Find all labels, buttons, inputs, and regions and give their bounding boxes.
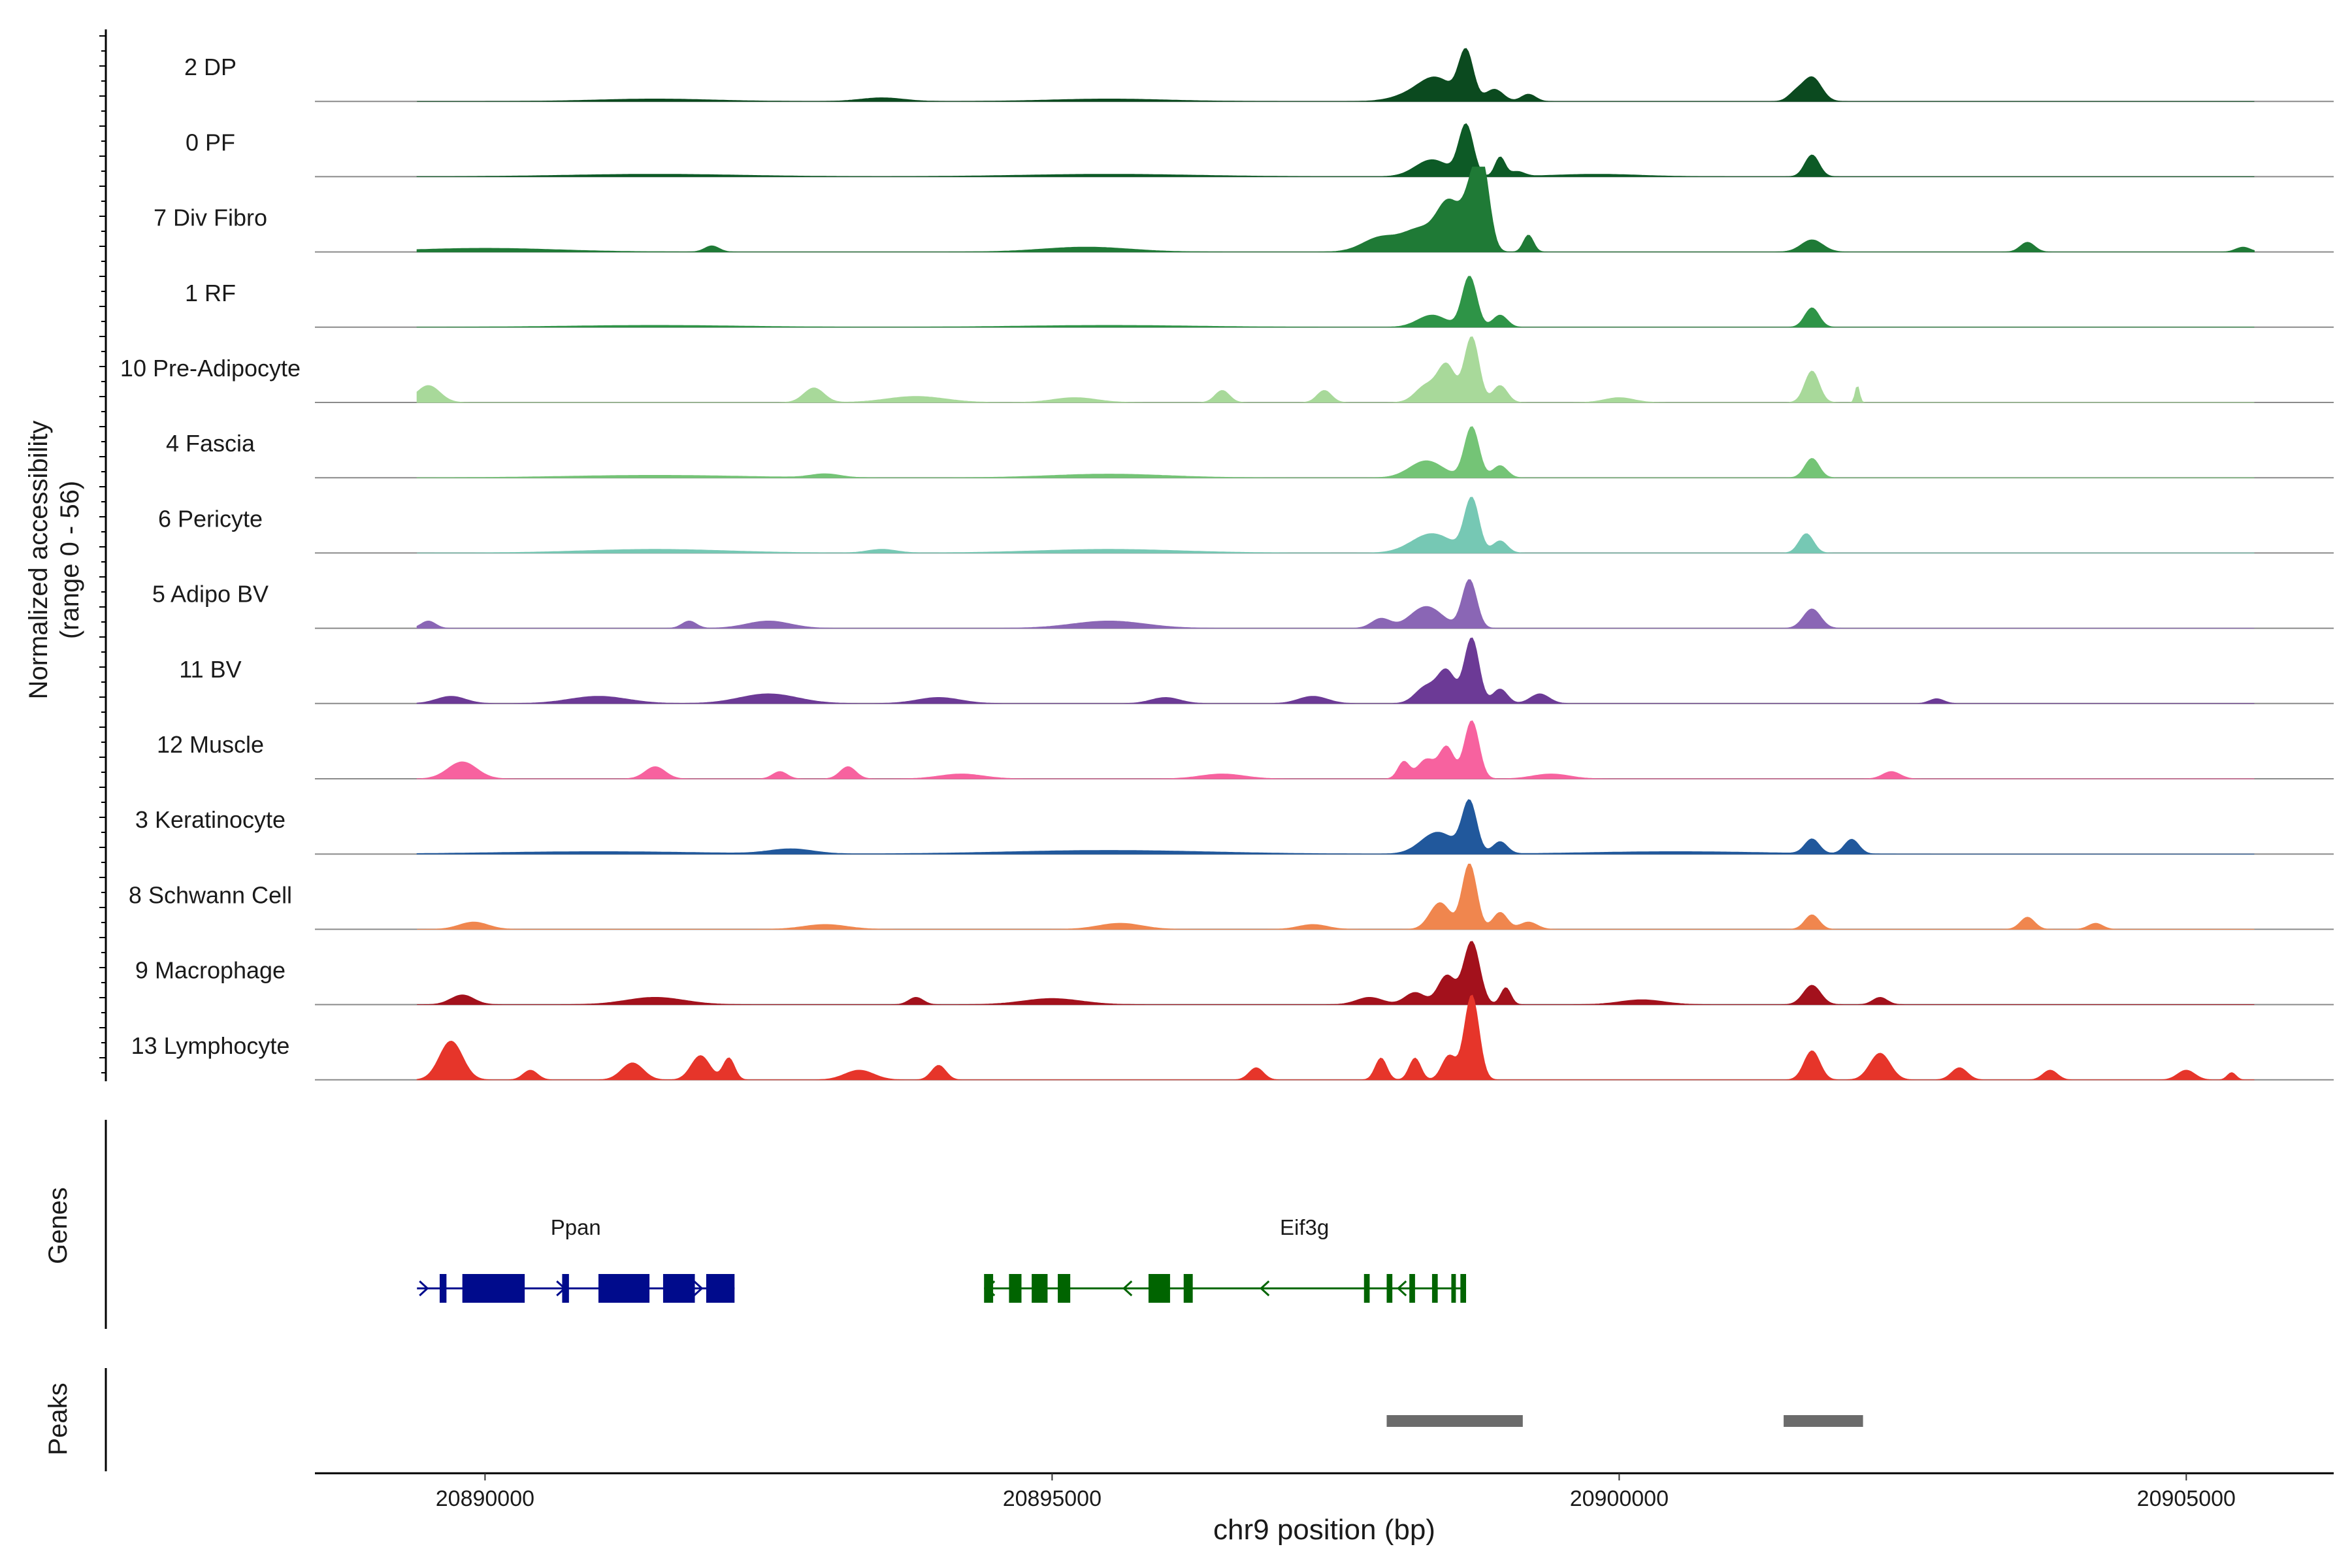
strand-arrow bbox=[419, 1280, 429, 1297]
track-label: 0 PF bbox=[186, 129, 235, 155]
exon-block bbox=[1409, 1274, 1415, 1303]
x-axis: chr9 position (bp) 20890000 20895000 20900… bbox=[315, 1472, 2334, 1546]
track-label: 8 Schwann Cell bbox=[129, 881, 292, 908]
exon-block bbox=[1058, 1274, 1071, 1303]
track-label: 7 Div Fibro bbox=[154, 204, 267, 231]
track-4-fascia: 4 Fascia bbox=[166, 426, 2334, 479]
coverage-area bbox=[416, 336, 2255, 403]
gene-name-label: Eif3g bbox=[1280, 1215, 1329, 1239]
x-axis-title: chr9 position (bp) bbox=[1213, 1514, 1435, 1546]
peak-region-bar bbox=[1784, 1415, 1863, 1427]
coverage-area bbox=[416, 720, 2255, 779]
exon-block bbox=[1009, 1274, 1022, 1303]
track-12-muscle: 12 Muscle bbox=[157, 720, 2334, 779]
coverage-area bbox=[417, 864, 2255, 930]
track-label: 10 Pre-Adipocyte bbox=[120, 355, 301, 382]
track-8-schwann-cell: 8 Schwann Cell bbox=[129, 864, 2334, 930]
track-label: 2 DP bbox=[184, 54, 237, 80]
coverage-area bbox=[416, 637, 2255, 704]
track-3-keratinocyte: 3 Keratinocyte bbox=[135, 799, 2334, 855]
track-label: 13 Lymphocyte bbox=[131, 1032, 290, 1059]
exon-block bbox=[1183, 1274, 1193, 1303]
track-5-adipo-bv: 5 Adipo BV bbox=[152, 579, 2334, 629]
track-label: 3 Keratinocyte bbox=[135, 806, 286, 833]
exon-block bbox=[662, 1274, 695, 1303]
track-11-bv: 11 BV bbox=[179, 637, 2334, 704]
coverage-area bbox=[417, 48, 2255, 102]
coverage-area bbox=[417, 941, 2255, 1005]
track-10-pre-adipocyte: 10 Pre-Adipocyte bbox=[120, 336, 2334, 403]
x-tick-label: 20900000 bbox=[1570, 1486, 1669, 1511]
x-tick-label: 20895000 bbox=[1003, 1486, 1102, 1511]
y-axis-label-line2: (range 0 - 56) bbox=[56, 481, 84, 639]
strand-arrow bbox=[1396, 1280, 1407, 1297]
y-axis-label-line1: Normalized accessibility bbox=[24, 421, 53, 700]
track-label: 11 BV bbox=[179, 656, 241, 683]
genes-track: Genes Ppan Eif3g bbox=[44, 1120, 1466, 1329]
coverage-area bbox=[416, 123, 2255, 177]
x-tick-label: 20905000 bbox=[2137, 1486, 2236, 1511]
accessibility-axis: Normalized accessibility (range 0 - 56) bbox=[24, 29, 107, 1081]
peaks-track-label: Peaks bbox=[44, 1382, 73, 1455]
gene-name-label: Ppan bbox=[551, 1215, 601, 1239]
track-6-pericyte: 6 Pericyte bbox=[158, 497, 2334, 554]
exon-block bbox=[598, 1274, 650, 1303]
coverage-area bbox=[416, 426, 2255, 478]
coverage-area bbox=[416, 167, 2255, 253]
gene-eif3g: Eif3g bbox=[984, 1215, 1466, 1303]
x-tick-label: 20890000 bbox=[436, 1486, 534, 1511]
exon-block bbox=[1364, 1274, 1370, 1303]
track-13-lymphocyte: 13 Lymphocyte bbox=[131, 994, 2334, 1081]
genes-track-label: Genes bbox=[44, 1187, 73, 1264]
coverage-area bbox=[417, 497, 2255, 553]
peak-region-bar bbox=[1386, 1415, 1523, 1427]
track-label: 5 Adipo BV bbox=[152, 581, 269, 608]
exon-block bbox=[984, 1274, 994, 1303]
track-label: 12 Muscle bbox=[157, 731, 264, 758]
exon-block bbox=[562, 1274, 569, 1303]
coverage-area bbox=[416, 579, 2255, 629]
track-9-macrophage: 9 Macrophage bbox=[135, 941, 2334, 1005]
exon-block bbox=[706, 1274, 735, 1303]
strand-arrow bbox=[1122, 1280, 1133, 1297]
track-label: 6 Pericyte bbox=[158, 505, 263, 532]
gene-ppan: Ppan bbox=[417, 1215, 735, 1303]
exon-block bbox=[1386, 1274, 1393, 1303]
coverage-area bbox=[416, 799, 2255, 855]
exon-block bbox=[439, 1274, 447, 1303]
track-1-rf: 1 RF bbox=[185, 276, 2334, 328]
exon-block bbox=[1431, 1274, 1438, 1303]
track-label: 4 Fascia bbox=[166, 430, 255, 457]
exon-block bbox=[462, 1274, 525, 1303]
coverage-area bbox=[416, 994, 2255, 1081]
track-2-dp: 2 DP bbox=[184, 48, 2334, 103]
exon-block bbox=[1451, 1274, 1456, 1303]
coverage-tracks: 2 DP 0 PF 7 Div Fibro 1 RF 10 Pre-Adipocyte 4… bbox=[120, 48, 2334, 1081]
exon-block bbox=[1032, 1274, 1048, 1303]
strand-arrow bbox=[1259, 1280, 1270, 1297]
peaks-track: Peaks bbox=[44, 1368, 1863, 1471]
coverage-area bbox=[416, 276, 2255, 328]
strand-arrow bbox=[693, 1280, 704, 1297]
track-0-pf: 0 PF bbox=[186, 123, 2334, 178]
track-7-div-fibro: 7 Div Fibro bbox=[154, 167, 2334, 253]
exon-block bbox=[1148, 1274, 1170, 1303]
track-label: 1 RF bbox=[185, 280, 236, 306]
track-label: 9 Macrophage bbox=[135, 957, 286, 984]
exon-block bbox=[1460, 1274, 1466, 1303]
